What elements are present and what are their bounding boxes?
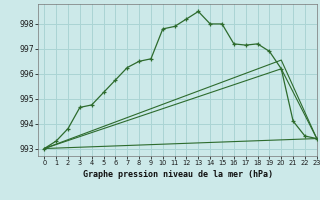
X-axis label: Graphe pression niveau de la mer (hPa): Graphe pression niveau de la mer (hPa) [83, 170, 273, 179]
